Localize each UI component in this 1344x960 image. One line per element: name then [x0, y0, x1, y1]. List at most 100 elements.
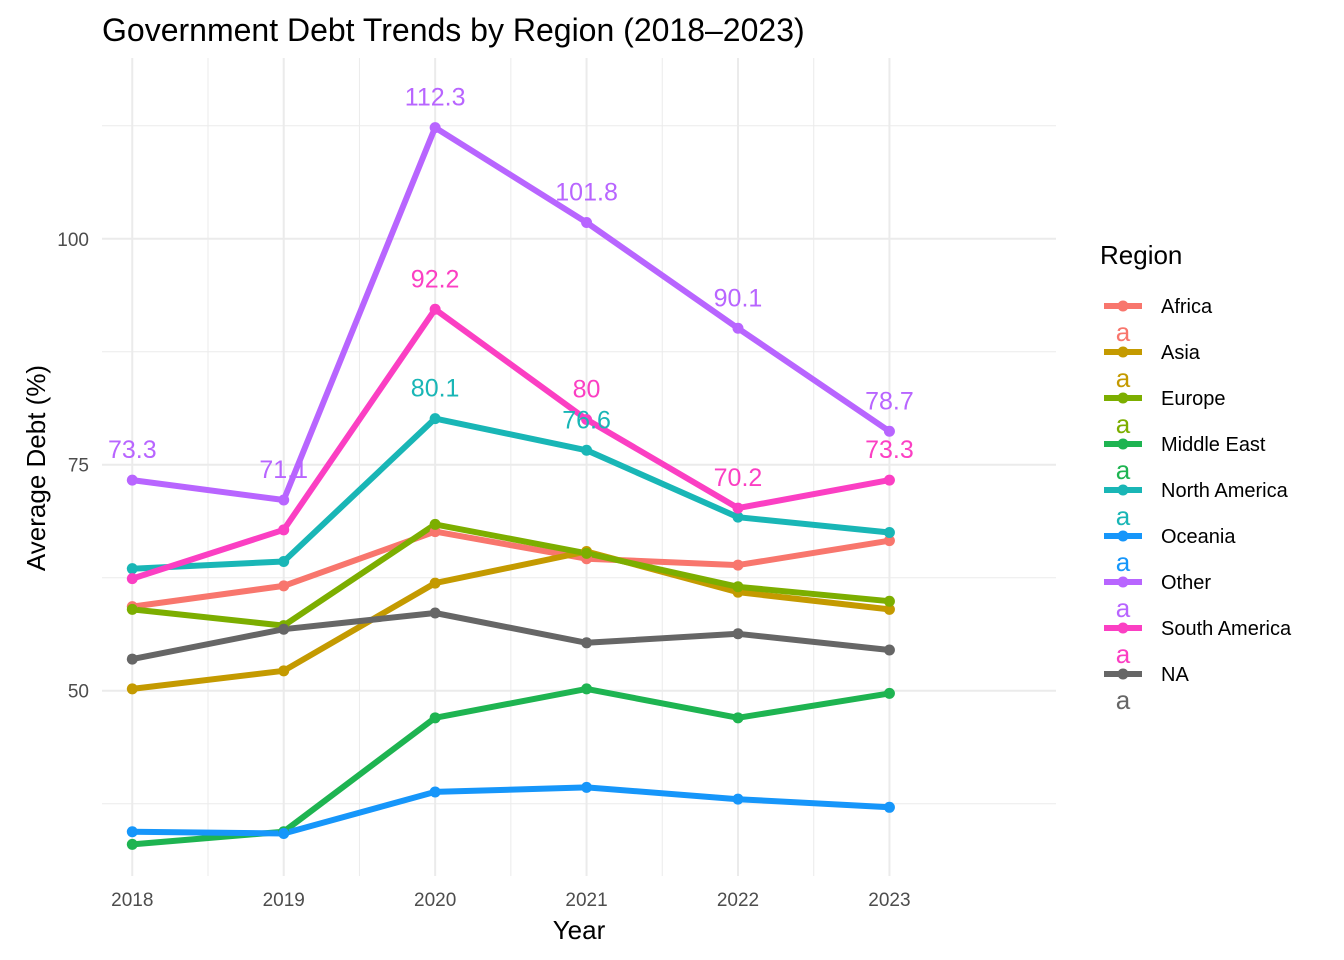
series-line-na — [131, 610, 890, 663]
data-point-asia — [278, 665, 290, 677]
legend-key-point — [1117, 576, 1129, 588]
legend-key-letter: a — [1116, 685, 1131, 715]
y-axis-title: Average Debt (%) — [21, 365, 51, 571]
y-tick-label: 75 — [68, 456, 89, 477]
x-tick-label: 2022 — [717, 890, 759, 911]
data-point-other — [429, 122, 441, 134]
legend-key-point — [1117, 300, 1129, 312]
data-point-europe — [883, 595, 895, 607]
y-tick-label: 100 — [57, 230, 89, 251]
data-point-asia — [883, 603, 895, 615]
data-point-africa — [883, 535, 895, 547]
legend-key-point — [1117, 392, 1129, 404]
x-tick-label: 2019 — [263, 890, 305, 911]
legend-title: Region — [1100, 240, 1182, 270]
series-line-south-america — [131, 306, 890, 582]
legend-label-europe: Europe — [1161, 388, 1226, 410]
data-point-middle-east — [581, 683, 593, 695]
legend-label-other: Other — [1161, 572, 1211, 594]
data-point-north-america — [126, 563, 138, 575]
data-label: 78.7 — [865, 387, 914, 415]
data-point-south-america — [429, 303, 441, 315]
data-point-oceania — [278, 828, 290, 840]
chart-title: Government Debt Trends by Region (2018–2… — [102, 12, 805, 48]
data-point-africa — [278, 580, 290, 592]
data-point-oceania — [732, 793, 744, 805]
data-point-asia — [126, 683, 138, 695]
data-point-north-america — [278, 555, 290, 567]
legend-key-letter: a — [1116, 317, 1131, 347]
legend-label-middle-east: Middle East — [1161, 434, 1266, 456]
legend-key-letter: a — [1116, 363, 1131, 393]
data-labels: 73.3 71.1 112.3 101.8 90.1 78.7 92.2 80 70.2 73.3… — [108, 84, 914, 493]
data-label: 71.1 — [259, 456, 308, 484]
data-point-middle-east — [732, 712, 744, 724]
legend-label-asia: Asia — [1161, 342, 1201, 364]
data-point-south-america — [126, 573, 138, 585]
data-label: 76.6 — [562, 406, 611, 434]
data-point-europe — [126, 603, 138, 615]
data-point-na — [278, 623, 290, 635]
series-line-oceania — [132, 784, 890, 837]
legend-key-point — [1117, 668, 1129, 680]
grid — [102, 58, 1056, 876]
series-line-europe — [131, 521, 890, 629]
data-point-oceania — [126, 826, 138, 838]
series-line-other — [131, 124, 892, 503]
y-axis-ticks: 50 75 100 — [57, 230, 89, 703]
data-point-middle-east — [126, 838, 138, 850]
data-point-north-america — [581, 444, 593, 456]
data-point-na — [883, 644, 895, 656]
x-tick-label: 2021 — [565, 890, 607, 911]
data-point-south-america — [732, 502, 744, 514]
legend-label-north-america: North America — [1161, 480, 1289, 502]
data-point-europe — [429, 518, 441, 530]
data-point-north-america — [732, 511, 744, 523]
legend-key-point — [1117, 484, 1129, 496]
data-label: 112.3 — [405, 84, 466, 112]
data-point-other — [581, 217, 593, 229]
series-lines — [131, 124, 892, 848]
data-point-south-america — [278, 524, 290, 536]
data-point-middle-east — [429, 712, 441, 724]
x-tick-label: 2018 — [111, 890, 153, 911]
data-point-na — [732, 628, 744, 640]
x-tick-label: 2020 — [414, 890, 456, 911]
legend-label-na: NA — [1161, 664, 1189, 686]
legend-label-oceania: Oceania — [1161, 526, 1236, 548]
data-point-na — [429, 607, 441, 619]
legend-key-point — [1117, 622, 1129, 634]
legend-key-point — [1117, 530, 1129, 542]
series-line-north-america — [132, 415, 890, 572]
data-label: 73.3 — [108, 436, 157, 464]
data-point-south-america — [581, 414, 593, 426]
data-point-oceania — [883, 801, 895, 813]
data-point-other — [126, 474, 138, 486]
data-point-north-america — [429, 413, 441, 425]
y-tick-label: 50 — [68, 682, 89, 703]
data-label: 90.1 — [714, 284, 763, 312]
legend-label-south-america: South America — [1161, 618, 1292, 640]
legend-key-letter: a — [1116, 409, 1131, 439]
legend-key-letter: a — [1116, 593, 1131, 623]
series-line-africa — [131, 528, 890, 610]
data-label: 101.8 — [555, 179, 618, 207]
x-axis-title: Year — [553, 915, 606, 945]
data-point-europe — [581, 547, 593, 559]
legend-key-letter: a — [1116, 547, 1131, 577]
legend-key-letter: a — [1116, 455, 1131, 485]
data-point-europe — [732, 581, 744, 593]
data-point-na — [581, 637, 593, 649]
data-point-other — [732, 322, 744, 334]
legend-key-letter: a — [1116, 639, 1131, 669]
data-point-other — [278, 494, 290, 506]
legend-key-point — [1117, 346, 1129, 358]
data-point-na — [126, 653, 138, 665]
data-point-north-america — [883, 527, 895, 539]
legend-key-letter: a — [1116, 501, 1131, 531]
data-label: 80.1 — [411, 375, 460, 403]
data-label: 73.3 — [865, 436, 914, 464]
data-point-middle-east — [883, 687, 895, 699]
series-line-asia — [131, 548, 890, 692]
data-label: 80 — [573, 376, 601, 404]
